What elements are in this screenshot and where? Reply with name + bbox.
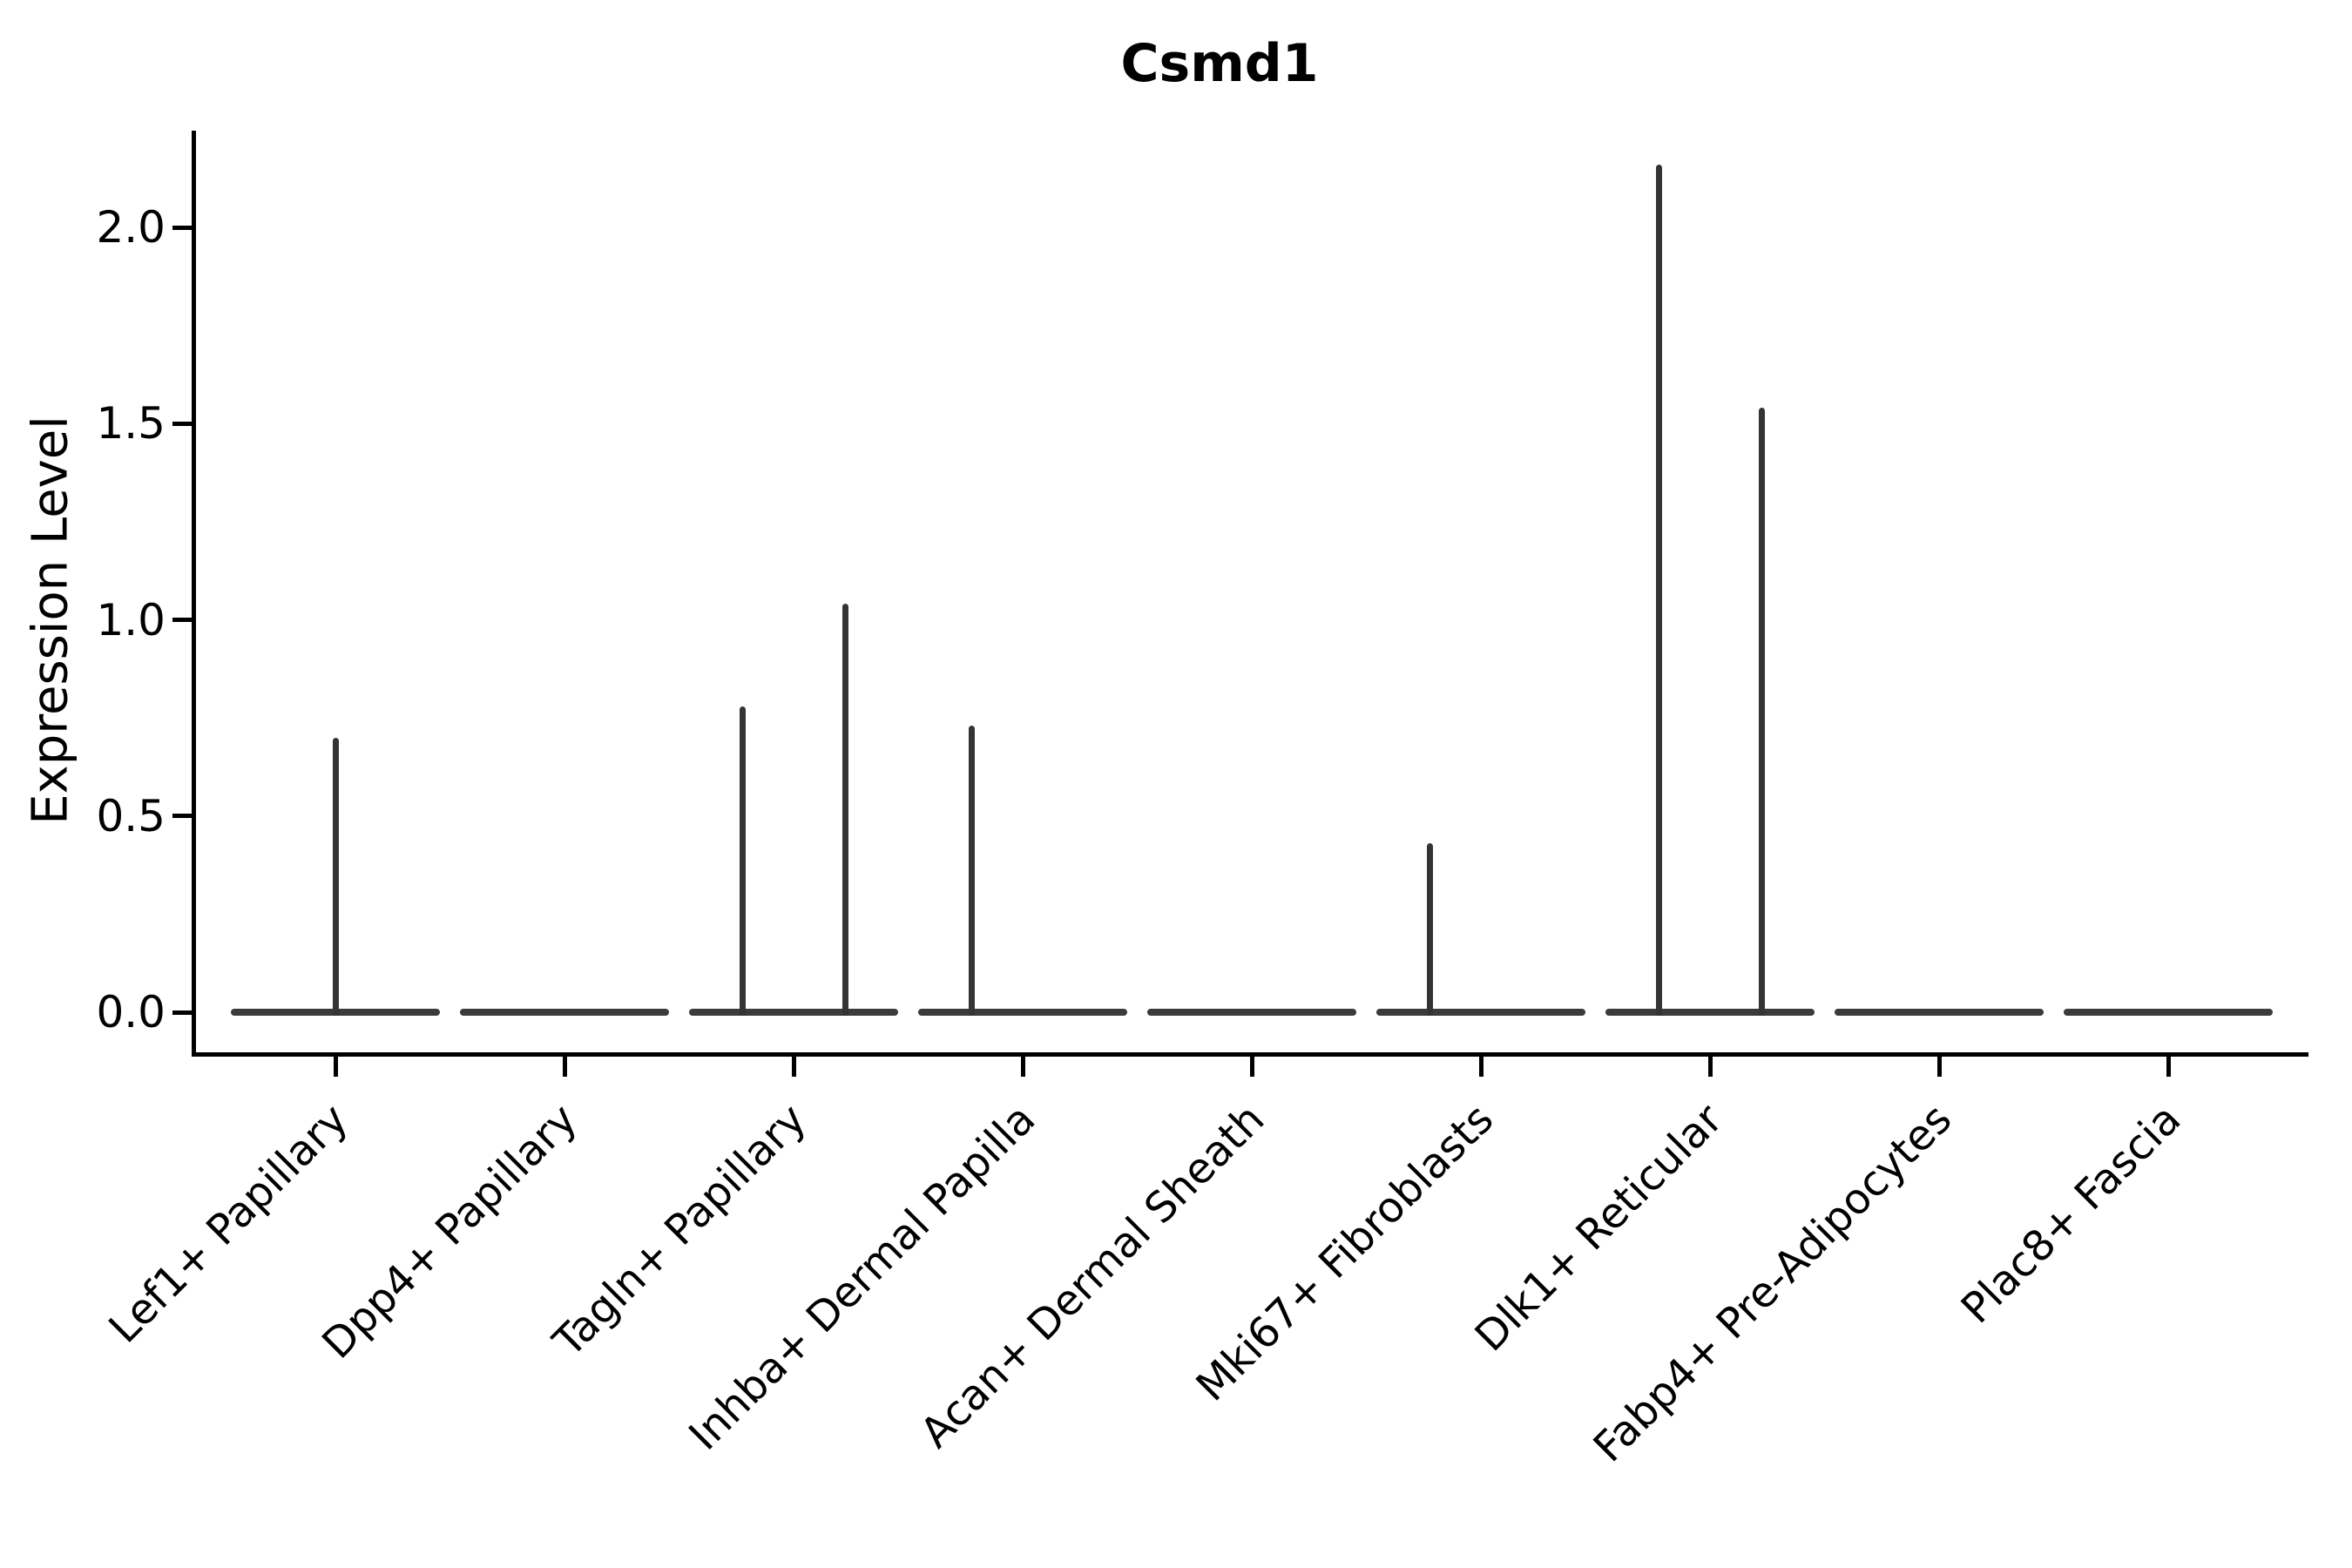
x-axis-tick: [562, 1054, 567, 1077]
y-axis-tick: [172, 814, 192, 819]
y-axis-tick: [172, 421, 192, 426]
violin-spike: [1655, 164, 1662, 1016]
violin-spike: [1758, 408, 1765, 1016]
x-axis-tick: [1020, 1054, 1025, 1077]
violin-spike: [332, 737, 339, 1016]
violin-spike: [739, 706, 746, 1016]
chart-title: Csmd1: [1120, 33, 1319, 94]
y-axis-tick-label: 2.0: [96, 202, 166, 253]
violin-body: [2064, 1009, 2273, 1016]
x-axis-tick-label: Inhba+ Dermal Papilla: [679, 1094, 1045, 1460]
x-axis-tick: [1249, 1054, 1254, 1077]
violin-spike: [1426, 843, 1433, 1016]
x-axis-tick: [2166, 1054, 2171, 1077]
x-axis-tick-label: Tagln+ Papillary: [544, 1094, 816, 1367]
y-axis-tick-label: 0.0: [96, 987, 166, 1037]
y-axis-tick-label: 1.0: [96, 594, 166, 645]
violin-spike: [841, 604, 848, 1016]
violin-body: [1605, 1009, 1815, 1016]
x-axis-tick-label: Mki67+ Fibroblasts: [1186, 1094, 1504, 1411]
y-axis-spine: [192, 131, 196, 1057]
violin-body: [1835, 1009, 2044, 1016]
y-axis-tick: [172, 1010, 192, 1015]
violin-body: [1147, 1009, 1356, 1016]
x-axis-tick: [1707, 1054, 1713, 1077]
x-axis-tick: [791, 1054, 796, 1077]
violin-body: [689, 1009, 898, 1016]
x-axis-tick: [1478, 1054, 1484, 1077]
violin-body: [1376, 1009, 1585, 1016]
x-axis-tick-label: Fabp4+ Pre-Adipocytes: [1584, 1094, 1962, 1472]
y-axis-tick-label: 1.5: [96, 398, 166, 449]
x-axis-tick-label: Acan+ Dermal Sheath: [910, 1094, 1274, 1458]
violin-spike: [968, 726, 975, 1016]
y-axis-tick: [172, 225, 192, 230]
x-axis-tick-label: Dpp4+ Papillary: [313, 1094, 587, 1369]
x-axis-tick: [1936, 1054, 1942, 1077]
x-axis-tick: [333, 1054, 338, 1077]
violin-body: [460, 1009, 669, 1016]
y-axis-tick-label: 0.5: [96, 790, 166, 841]
y-axis-tick: [172, 618, 192, 622]
violin-body: [918, 1009, 1127, 1016]
x-axis-tick-label: Plac8+ Fascia: [1951, 1094, 2191, 1334]
x-axis-tick-label: Dlk1+ Reticular: [1465, 1094, 1733, 1362]
